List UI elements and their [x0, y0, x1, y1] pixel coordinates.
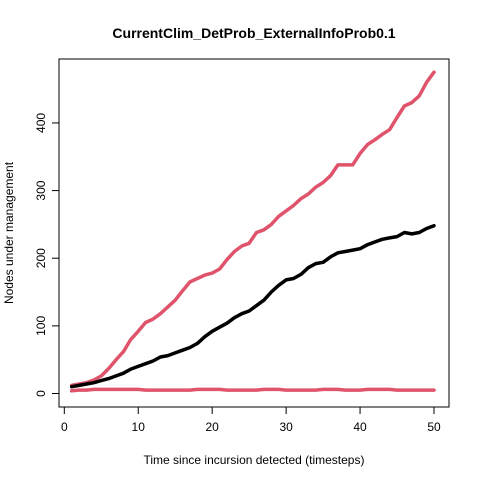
x-tick-label: 10	[132, 420, 146, 434]
y-tick-label: 100	[34, 316, 48, 336]
x-tick-label: 30	[279, 420, 293, 434]
y-tick-label: 200	[34, 248, 48, 268]
series-line-2	[69, 223, 436, 389]
x-tick-label: 0	[61, 420, 68, 434]
y-tick-label: 300	[34, 180, 48, 200]
series-line-1	[69, 70, 436, 388]
y-axis: 0 100 200 300 400	[34, 113, 60, 397]
y-tick-label: 400	[34, 113, 48, 133]
x-tick-label: 50	[427, 420, 441, 434]
x-tick-label: 40	[353, 420, 367, 434]
y-tick-label: 0	[34, 390, 48, 397]
chart-title: CurrentClim_DetProb_ExternalInfoProb0.1	[112, 25, 395, 41]
x-axis-label: Time since incursion detected (timesteps…	[144, 453, 365, 467]
x-tick-label: 20	[206, 420, 220, 434]
x-axis: 0 10 20 30 40 50	[61, 406, 441, 434]
series-layer	[69, 70, 436, 393]
series-line-3	[69, 387, 436, 393]
y-axis-label: Nodes under management	[2, 161, 16, 304]
